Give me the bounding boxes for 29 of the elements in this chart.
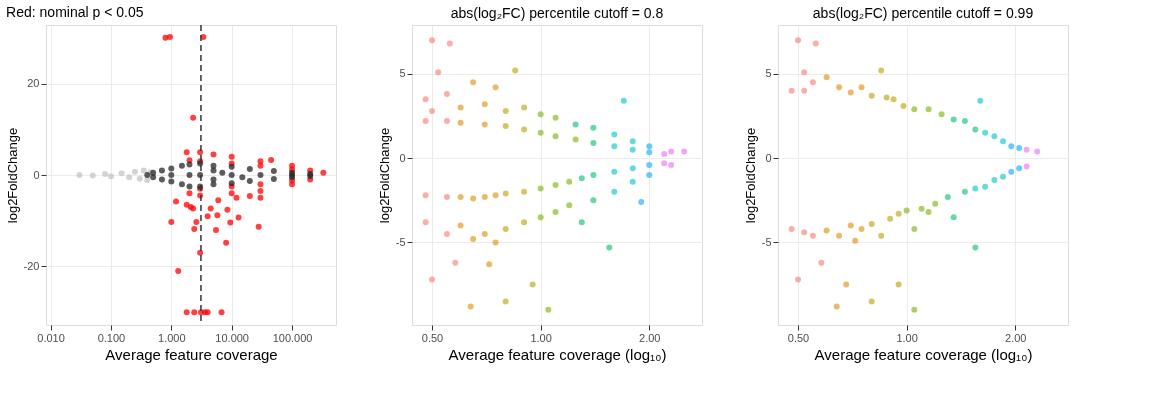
x-tick-label: 2.00 [639, 331, 661, 344]
chart-title: abs(log₂FC) percentile cutoff = 0.8 [450, 5, 664, 21]
x-tick-label: 0.50 [421, 331, 444, 344]
y-tick-label: -5 [395, 235, 406, 248]
y-tick-label: 5 [399, 67, 406, 80]
y-tick-label: -5 [761, 235, 772, 248]
y-tick-label: 0 [765, 151, 772, 164]
x-tick-label: 2.00 [1005, 331, 1027, 344]
x-tick-label: 1.000 [158, 331, 186, 344]
x-tick-label: 0.010 [37, 331, 65, 344]
x-tick-label: 100.000 [272, 331, 313, 344]
x-tick-label: 1.00 [896, 331, 918, 344]
chart-title: abs(log₂FC) percentile cutoff = 0.99 [812, 5, 1034, 21]
y-axis-title: log2FoldChange [4, 127, 20, 224]
y-tick-label: 0 [399, 151, 406, 164]
x-tick-label: 10.000 [215, 331, 249, 344]
y-tick-label: 20 [27, 77, 40, 90]
x-axis-title: Average feature coverage [105, 345, 278, 363]
x-axis-title: Average feature coverage (log₁₀) [448, 345, 667, 363]
y-tick-label: -20 [23, 259, 40, 272]
x-axis-title: Average feature coverage (log₁₀) [814, 345, 1033, 363]
x-tick-label: 0.50 [787, 331, 810, 344]
y-axis-title: log2FoldChange [376, 127, 392, 224]
x-tick-label: 0.100 [97, 331, 126, 344]
y-axis-title: log2FoldChange [742, 127, 758, 224]
x-tick-label: 1.00 [530, 331, 552, 344]
chart-title: Red: nominal p < 0.05 [6, 4, 144, 21]
y-tick-label: 0 [33, 168, 40, 181]
y-tick-label: 5 [765, 67, 772, 80]
